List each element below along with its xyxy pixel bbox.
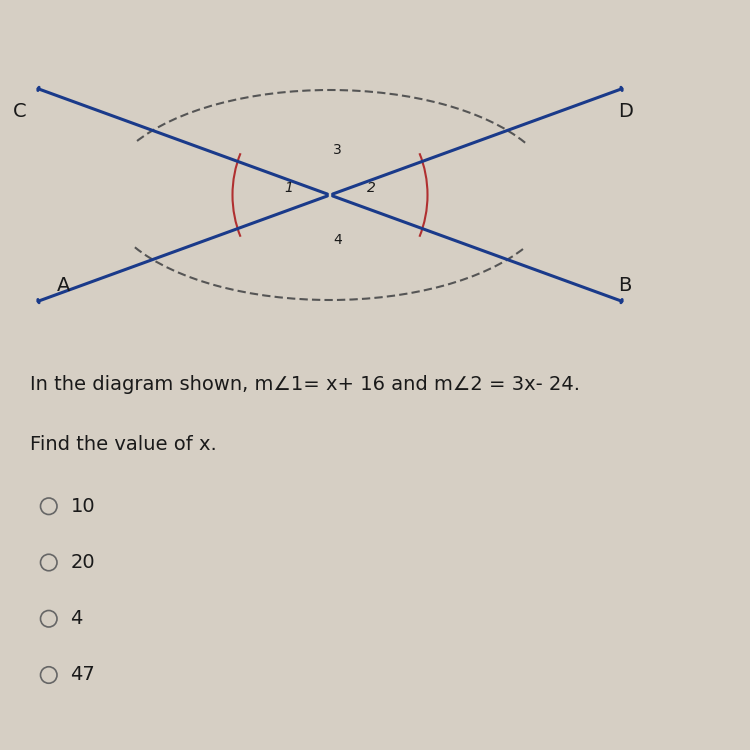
Text: B: B: [619, 276, 632, 296]
Text: 1: 1: [284, 181, 293, 194]
Text: 4: 4: [70, 609, 82, 628]
Text: A: A: [56, 276, 70, 296]
Text: 47: 47: [70, 665, 95, 685]
Text: 3: 3: [333, 143, 342, 157]
Text: 4: 4: [333, 233, 342, 247]
Text: C: C: [13, 102, 26, 122]
Text: In the diagram shown, m∠1= x+ 16 and m∠2 = 3x- 24.: In the diagram shown, m∠1= x+ 16 and m∠2…: [30, 375, 580, 394]
Text: D: D: [619, 102, 634, 122]
Text: Find the value of x.: Find the value of x.: [30, 435, 217, 454]
Text: 2: 2: [367, 181, 376, 194]
Text: 20: 20: [70, 553, 95, 572]
Text: 10: 10: [70, 496, 95, 516]
